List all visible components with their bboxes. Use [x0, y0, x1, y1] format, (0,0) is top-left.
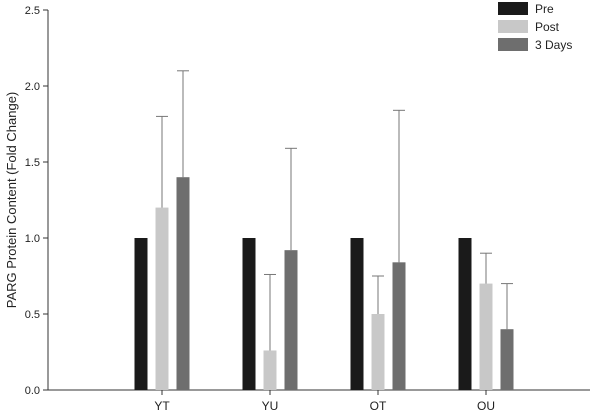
- bar-yt-pre: [134, 238, 148, 390]
- y-tick-label: 0.0: [25, 385, 40, 397]
- y-tick-label: 2.5: [25, 5, 40, 17]
- y-axis-title: PARG Protein Content (Fold Change): [4, 92, 19, 309]
- legend-label-3-days: 3 Days: [535, 38, 572, 52]
- y-tick-label: 1.0: [25, 233, 40, 245]
- y-tick-label: 1.5: [25, 157, 40, 169]
- bar-ot-3-days: [392, 262, 406, 390]
- x-category-labels: YT YU OT OU: [154, 399, 495, 413]
- bar-yu-post: [263, 350, 277, 390]
- bar-ot-post: [371, 314, 385, 390]
- bar-ou-3-days: [500, 329, 514, 390]
- x-tick-label-yu: YU: [262, 399, 279, 413]
- y-tick-label: 0.5: [25, 309, 40, 321]
- error-bars: [156, 70, 513, 351]
- bar-yu-3-days: [284, 250, 298, 390]
- bar-yt-3-days: [176, 177, 190, 390]
- bar-yu-pre: [242, 238, 256, 390]
- y-tick-label: 2.0: [25, 81, 40, 93]
- legend-swatch-3-days: [498, 38, 528, 51]
- bar-yt-post: [155, 207, 169, 390]
- x-tick-label-yt: YT: [154, 399, 170, 413]
- bar-ou-pre: [458, 238, 472, 390]
- legend: Pre Post 3 Days: [498, 2, 572, 52]
- x-tick-label-ot: OT: [370, 399, 387, 413]
- bars: [134, 177, 514, 390]
- bar-ot-pre: [350, 238, 364, 390]
- bar-ou-post: [479, 283, 493, 390]
- legend-label-pre: Pre: [535, 2, 554, 16]
- x-tick-label-ou: OU: [477, 399, 495, 413]
- legend-swatch-post: [498, 20, 528, 33]
- y-tick-labels: 0.0 0.5 1.0 1.5 2.0 2.5: [25, 5, 40, 397]
- legend-label-post: Post: [535, 20, 560, 34]
- legend-swatch-pre: [498, 2, 528, 15]
